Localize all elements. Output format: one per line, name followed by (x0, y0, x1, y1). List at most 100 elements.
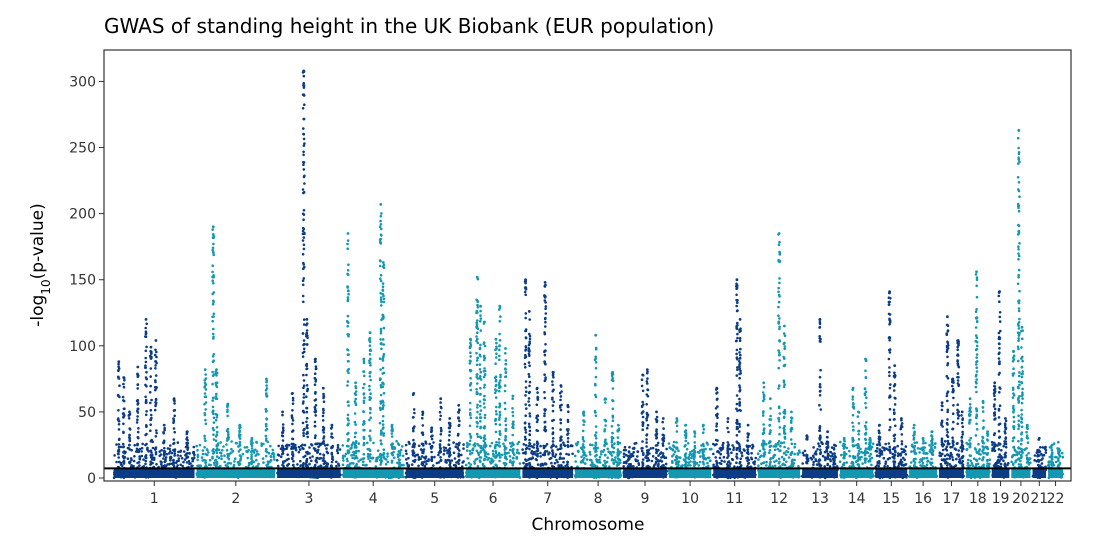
snp-point (140, 446, 144, 450)
snp-point (366, 441, 369, 445)
peak-point (412, 392, 416, 395)
snp-point (127, 417, 131, 420)
snp-point (301, 332, 305, 335)
snp-point (591, 461, 594, 464)
snp-point (476, 410, 479, 414)
snp-point (782, 426, 785, 430)
snp-point (204, 408, 207, 411)
snp-point (503, 464, 507, 467)
snp-point (551, 464, 554, 468)
snp-point (115, 460, 118, 464)
snp-point (204, 388, 208, 391)
snp-point (610, 425, 614, 428)
snp-point (318, 452, 322, 456)
snp-point (543, 414, 546, 418)
snp-point (818, 403, 821, 407)
snp-point (204, 474, 207, 477)
snp-point (379, 223, 383, 226)
snp-point (211, 246, 215, 250)
snp-point (778, 277, 781, 280)
snp-point (412, 408, 416, 411)
snp-point (412, 459, 415, 463)
peak-point (398, 450, 402, 453)
snp-point (714, 456, 717, 459)
snp-point (185, 432, 189, 436)
snp-point (188, 452, 191, 455)
snp-point (173, 452, 177, 455)
snp-point (305, 420, 308, 424)
snp-point (487, 456, 491, 460)
snp-point (437, 453, 440, 457)
snp-point (508, 448, 512, 452)
snp-point (478, 471, 482, 475)
snp-point (536, 396, 540, 399)
snp-point (301, 294, 305, 298)
snp-point (378, 225, 382, 229)
snp-point (439, 401, 442, 404)
snp-point (168, 450, 172, 453)
snp-point (423, 464, 427, 468)
snp-point (765, 464, 768, 467)
snp-point (128, 443, 131, 447)
snp-point (301, 107, 305, 110)
snp-point (201, 449, 205, 452)
snp-point (611, 387, 615, 390)
snp-point (640, 449, 644, 453)
snp-point (211, 279, 214, 283)
snp-point (430, 459, 434, 463)
snp-point (128, 427, 131, 430)
snp-point (789, 438, 793, 441)
snp-point (762, 399, 765, 403)
snp-point (716, 391, 719, 394)
snp-point (172, 465, 176, 468)
snp-point (475, 351, 478, 355)
snp-point (691, 454, 694, 458)
snp-point (528, 404, 531, 407)
snp-point (200, 456, 204, 459)
snp-point (646, 456, 650, 460)
snp-point (316, 450, 320, 454)
snp-point (122, 445, 125, 448)
snp-point (215, 443, 219, 447)
snp-point (735, 339, 738, 343)
snp-point (211, 370, 214, 374)
snp-point (777, 440, 781, 443)
snp-point (314, 380, 318, 383)
snp-point (301, 421, 305, 425)
snp-point (498, 319, 502, 323)
snp-point (494, 422, 498, 426)
snp-point (762, 447, 765, 451)
peak-point (726, 417, 730, 420)
snp-point (641, 446, 644, 450)
snp-point (421, 424, 425, 427)
snp-point (154, 435, 158, 438)
snp-point (226, 454, 230, 458)
snp-point (130, 465, 134, 468)
snp-point (136, 443, 139, 447)
snp-point (528, 380, 532, 384)
snp-point (768, 445, 772, 449)
peak-point (211, 225, 215, 229)
snp-point (479, 314, 482, 317)
snp-point (773, 460, 776, 464)
snp-point (212, 327, 215, 331)
snp-point (567, 428, 570, 431)
snp-point (730, 457, 734, 461)
snp-point (350, 444, 354, 447)
snp-point (379, 233, 383, 237)
snp-point (136, 475, 140, 478)
snp-point (677, 456, 681, 459)
peak-point (693, 430, 696, 434)
snp-point (747, 472, 750, 475)
snp-point (560, 435, 563, 439)
snp-point (528, 334, 532, 338)
snp-point (736, 409, 739, 413)
snp-point (212, 299, 215, 303)
snp-point (656, 464, 660, 467)
snp-point (336, 451, 340, 455)
snp-point (155, 469, 158, 473)
snp-point (793, 445, 796, 449)
snp-point (458, 409, 461, 412)
snp-point (346, 384, 349, 387)
snp-point (329, 427, 333, 430)
